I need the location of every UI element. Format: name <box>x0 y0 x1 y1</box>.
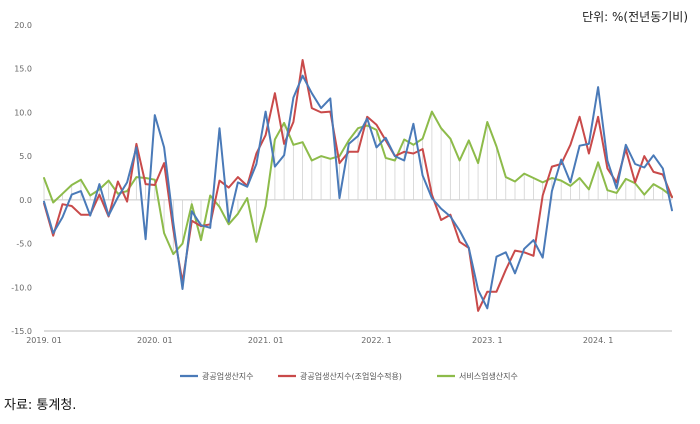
series-line <box>43 74 673 310</box>
legend-label: 광공업생산지수(조업일수적용) <box>300 371 402 381</box>
y-tick-label: 5.0 <box>19 152 32 161</box>
x-tick-label: 2022. 1 <box>361 336 392 345</box>
x-tick-label: 2023. 1 <box>472 336 503 345</box>
drop-lines-group <box>43 111 673 255</box>
legend-group: 광공업생산지수 광공업생산지수(조업일수적용) 서비스업생산지수 <box>180 371 518 381</box>
x-tick-label: 2021. 01 <box>248 336 284 345</box>
y-tick-label: -15.0 <box>11 327 32 336</box>
source-label: 자료: 통계청. <box>4 398 77 413</box>
unit-label: 단위: %(전년동기비) <box>582 10 688 24</box>
series-group <box>43 59 673 312</box>
y-tick-label: 10.0 <box>14 108 32 117</box>
legend-label: 광공업생산지수 <box>202 371 254 381</box>
x-tick-label: 2020. 01 <box>137 336 173 345</box>
y-tick-label: -10.0 <box>11 283 32 292</box>
y-tick-label: -5.0 <box>16 240 32 249</box>
x-tick-label: 2024. 1 <box>583 336 614 345</box>
y-tick-label: 0.0 <box>19 196 32 205</box>
y-tick-label: 20.0 <box>14 21 32 30</box>
series-line <box>43 110 673 256</box>
x-tick-label: 2019. 01 <box>26 336 62 345</box>
y-tick-label: 15.0 <box>14 65 32 74</box>
legend-label: 서비스업생산지수 <box>459 371 518 381</box>
